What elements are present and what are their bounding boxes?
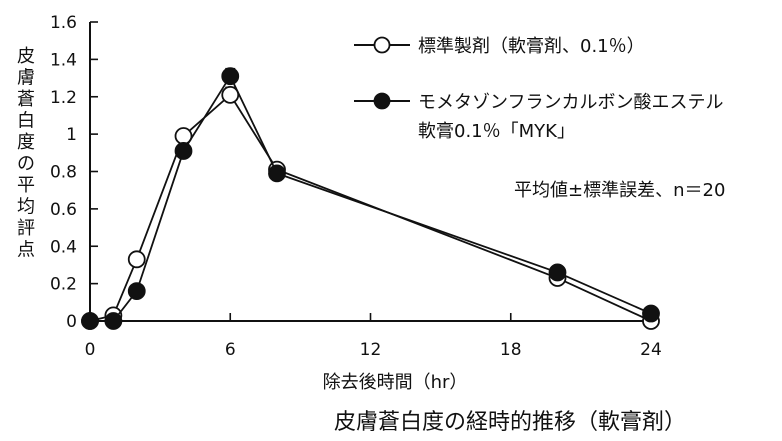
data-point — [221, 67, 240, 86]
x-tick-label: 12 — [360, 340, 382, 360]
y-tick-label: 0.8 — [50, 163, 77, 183]
chart-caption: 皮膚蒼白度の経時的推移（軟膏剤） — [334, 410, 686, 435]
x-tick-label: 18 — [500, 340, 522, 360]
data-point — [127, 282, 146, 301]
legend: 標準製剤（軟膏剤、0.1％） モメタゾンフランカルボン酸エステル 軟膏0.1％「… — [354, 35, 723, 142]
data-point — [642, 304, 660, 323]
y-tick-label: 0.6 — [50, 200, 77, 220]
data-point — [104, 312, 123, 330]
x-axis-label: 除去後時間（hr） — [323, 372, 468, 393]
x-tick-label: 0 — [85, 340, 96, 360]
data-point — [127, 250, 146, 269]
series-2 — [81, 67, 660, 330]
legend-label-series-2-line2: 軟膏0.1％「MYK」 — [418, 120, 575, 142]
data-point — [268, 164, 286, 183]
x-ticks: 0 6 12 18 24 — [85, 313, 662, 360]
y-tick-label: 1.6 — [50, 13, 77, 33]
legend-label-series-1: 標準製剤（軟膏剤、0.1％） — [418, 35, 645, 57]
data-point — [81, 312, 99, 330]
series-line — [89, 93, 652, 322]
y-tick-label: 1.2 — [50, 88, 77, 108]
data-point — [548, 263, 567, 282]
legend-label-series-2-line1: モメタゾンフランカルボン酸エステル — [418, 92, 723, 113]
y-tick-label: 0.4 — [50, 237, 77, 257]
y-ticks: 0 0.2 0.4 0.6 0.8 1 1.2 1.4 1.6 — [50, 13, 98, 332]
y-tick-label: 1.4 — [50, 50, 77, 70]
x-tick-label: 6 — [225, 340, 236, 360]
x-tick-label: 24 — [640, 340, 662, 360]
data-point — [174, 142, 193, 160]
y-axis-label: 皮膚蒼白度の平均評点 — [17, 46, 35, 261]
annotation: 平均値±標準誤差、n＝20 — [514, 180, 725, 201]
y-tick-label: 1 — [66, 125, 77, 145]
legend-marker-series-2 — [373, 92, 391, 110]
y-tick-label: 0 — [66, 312, 77, 332]
y-tick-label: 0.2 — [50, 275, 77, 295]
series-layer — [81, 67, 660, 330]
legend-marker-series-1 — [373, 36, 391, 54]
